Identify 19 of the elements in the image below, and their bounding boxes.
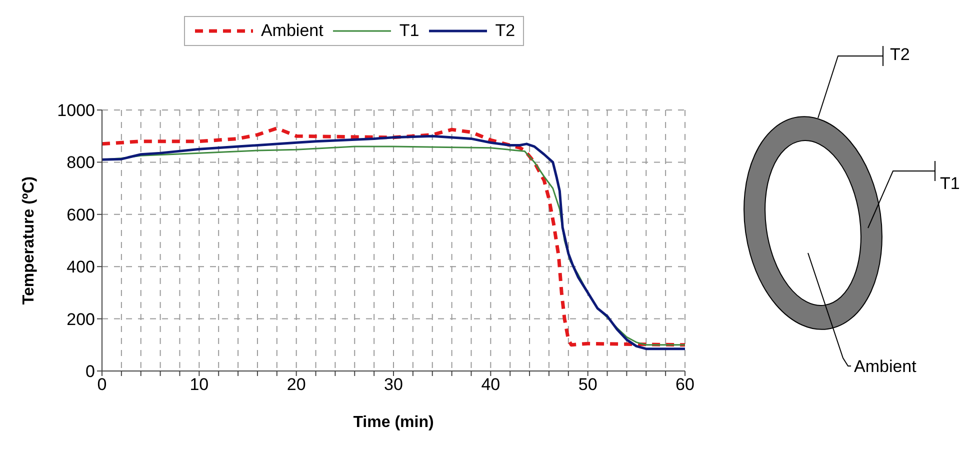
y-tick-label: 800 bbox=[66, 153, 95, 172]
y-tick-label: 0 bbox=[86, 362, 95, 382]
legend-label: Ambient bbox=[260, 21, 324, 41]
y-tick-label: 1000 bbox=[57, 101, 95, 120]
y-tick-label: 600 bbox=[66, 205, 95, 224]
x-tick-label: 10 bbox=[190, 375, 209, 394]
x-tick-label: 50 bbox=[578, 375, 598, 394]
x-tick-label: 60 bbox=[676, 375, 694, 394]
x-tick-label: 30 bbox=[384, 375, 403, 394]
pipe-cross-section-diagram: T2 T1 Ambient bbox=[744, 45, 960, 376]
y-tick-label: 200 bbox=[66, 310, 95, 329]
x-axis-title: Time (min) bbox=[353, 414, 434, 431]
x-tick-label: 40 bbox=[481, 375, 500, 394]
y-axis-title: Temperature (ºC) bbox=[20, 176, 38, 305]
y-tick-label: 400 bbox=[66, 258, 95, 277]
legend-label: T2 bbox=[495, 21, 516, 41]
x-tick-label: 0 bbox=[97, 375, 107, 394]
legend-label: T1 bbox=[399, 21, 420, 41]
x-tick-label: 20 bbox=[286, 375, 306, 394]
